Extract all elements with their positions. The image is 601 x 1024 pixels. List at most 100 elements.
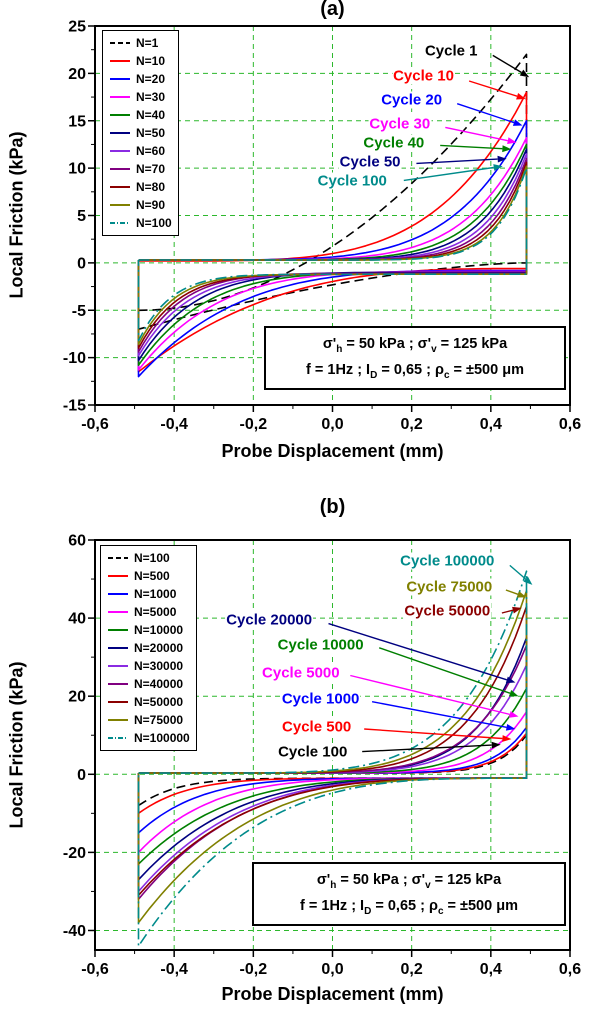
legend-item-n-100: N=100 [109, 214, 172, 232]
legend-label: N=30 [136, 90, 166, 104]
svg-text:60: 60 [68, 533, 86, 550]
legend-label: N=500 [134, 569, 170, 583]
legend-line-icon [110, 42, 130, 44]
annotation-cycle-500: Cycle 500 [281, 718, 353, 736]
parameters-line-1: σ'h = 50 kPa ; σ'v = 125 kPa [316, 872, 502, 891]
svg-text:0: 0 [77, 255, 86, 272]
annotation-cycle-10: Cycle 10 [392, 67, 455, 85]
legend-label: N=50000 [134, 695, 184, 709]
legend-item-n-75000: N=75000 [107, 711, 190, 729]
annotation-cycle-30: Cycle 30 [368, 115, 432, 133]
annotation-cycle-100: Cycle 100 [277, 743, 349, 761]
legend-line-icon [108, 575, 128, 577]
legend-item-n-500: N=500 [107, 567, 190, 585]
annotation-cycle-50000: Cycle 50000 [403, 602, 492, 620]
legend-item-n-10: N=10 [109, 52, 172, 70]
svg-text:-0,4: -0,4 [160, 416, 188, 433]
svg-text:20: 20 [68, 689, 86, 706]
annotation-cycle-20: Cycle 20 [380, 91, 444, 109]
legend-line-icon [108, 719, 128, 721]
legend-line-icon [108, 737, 128, 739]
parameters-line-1: σ'h = 50 kPa ; σ'v = 125 kPa [322, 336, 508, 355]
svg-text:10: 10 [68, 161, 86, 178]
legend-item-n-80: N=80 [109, 178, 172, 196]
svg-text:-0,4: -0,4 [160, 961, 188, 978]
chart-b-parameters-box: σ'h = 50 kPa ; σ'v = 125 kPa f = 1Hz ; ID… [252, 862, 566, 926]
legend-line-icon [108, 593, 128, 595]
chart-a-title: (a) [320, 0, 345, 20]
legend-label: N=60 [136, 144, 166, 158]
chart-a: -0,6 -0,4 -0,2 0,0 0,2 0,4 0,6 -15 -10 -5 0 5 10 15 20… [0, 0, 601, 492]
svg-text:0,0: 0,0 [321, 961, 343, 978]
legend-item-n-30000: N=30000 [107, 657, 190, 675]
svg-text:25: 25 [68, 19, 86, 36]
svg-text:0,2: 0,2 [401, 961, 423, 978]
chart-b-title: (b) [319, 496, 346, 518]
annotation-cycle-1: Cycle 1 [423, 42, 479, 60]
chart-b-y-axis-label: Local Friction (kPa) [6, 661, 27, 829]
legend-label: N=1 [136, 36, 159, 50]
legend-label: N=40 [136, 108, 166, 122]
svg-text:5: 5 [77, 208, 86, 225]
legend-line-icon [110, 132, 130, 134]
svg-text:0,6: 0,6 [559, 961, 581, 978]
annotation-cycle-1000: Cycle 1000 [280, 690, 361, 708]
legend-item-n-60: N=60 [109, 142, 172, 160]
legend-line-icon [108, 701, 128, 703]
legend-item-n-40: N=40 [109, 106, 172, 124]
legend-label: N=70 [136, 162, 166, 176]
svg-text:-20: -20 [63, 845, 86, 862]
legend-label: N=80 [136, 180, 166, 194]
legend-label: N=1000 [134, 587, 177, 601]
annotation-cycle-75000: Cycle 75000 [405, 578, 494, 596]
svg-text:-0,2: -0,2 [240, 416, 268, 433]
legend-line-icon [110, 222, 130, 224]
legend-line-icon [108, 665, 128, 667]
legend-label: N=50 [136, 126, 166, 140]
legend-line-icon [110, 96, 130, 98]
svg-text:15: 15 [68, 113, 86, 130]
legend-line-icon [110, 114, 130, 116]
legend-line-icon [108, 629, 128, 631]
svg-text:20: 20 [68, 66, 86, 83]
annotation-cycle-40: Cycle 40 [362, 134, 426, 152]
legend-label: N=5000 [134, 605, 177, 619]
svg-text:0,2: 0,2 [401, 416, 423, 433]
legend-line-icon [110, 78, 130, 80]
chart-b-canvas: -0,6 -0,4 -0,2 0,0 0,2 0,4 0,6 -40 -20 0 20 40 60 [63, 533, 581, 979]
svg-text:-15: -15 [63, 398, 86, 415]
legend-item-n-100000: N=100000 [107, 729, 190, 747]
legend-label: N=100 [136, 216, 172, 230]
legend-line-icon [110, 168, 130, 170]
legend-item-n-20: N=20 [109, 70, 172, 88]
legend-label: N=90 [136, 198, 166, 212]
svg-text:-10: -10 [63, 350, 86, 367]
legend-line-icon [108, 683, 128, 685]
svg-text:-40: -40 [63, 923, 86, 940]
legend-item-n-20000: N=20000 [107, 639, 190, 657]
legend-label: N=30000 [134, 659, 184, 673]
svg-text:0,0: 0,0 [321, 416, 343, 433]
legend-label: N=20 [136, 72, 166, 86]
legend-item-n-100: N=100 [107, 549, 190, 567]
legend-item-n-90: N=90 [109, 196, 172, 214]
legend-item-n-5000: N=5000 [107, 603, 190, 621]
legend-item-n-50000: N=50000 [107, 693, 190, 711]
parameters-line-2: f = 1Hz ; ID = 0,65 ; ρc = ±500 μm [300, 897, 518, 917]
annotation-cycle-50: Cycle 50 [338, 153, 402, 171]
legend-label: N=75000 [134, 713, 184, 727]
chart-a-plot-area: -0,6 -0,4 -0,2 0,0 0,2 0,4 0,6 -15 -10 -5 0 5 10 15 20… [0, 0, 601, 492]
legend-item-n-50: N=50 [109, 124, 172, 142]
legend-item-n-30: N=30 [109, 88, 172, 106]
legend-line-icon [108, 611, 128, 613]
legend-label: N=20000 [134, 641, 184, 655]
chart-a-parameters-box: σ'h = 50 kPa ; σ'v = 125 kPa f = 1Hz ; ID… [264, 326, 566, 390]
svg-text:-0,6: -0,6 [81, 416, 109, 433]
legend-item-n-10000: N=10000 [107, 621, 190, 639]
svg-text:0,4: 0,4 [480, 961, 502, 978]
legend-line-icon [108, 557, 128, 559]
legend-label: N=100000 [134, 731, 190, 745]
legend-item-n-70: N=70 [109, 160, 172, 178]
chart-a-x-axis-label: Probe Displacement (mm) [221, 441, 444, 461]
